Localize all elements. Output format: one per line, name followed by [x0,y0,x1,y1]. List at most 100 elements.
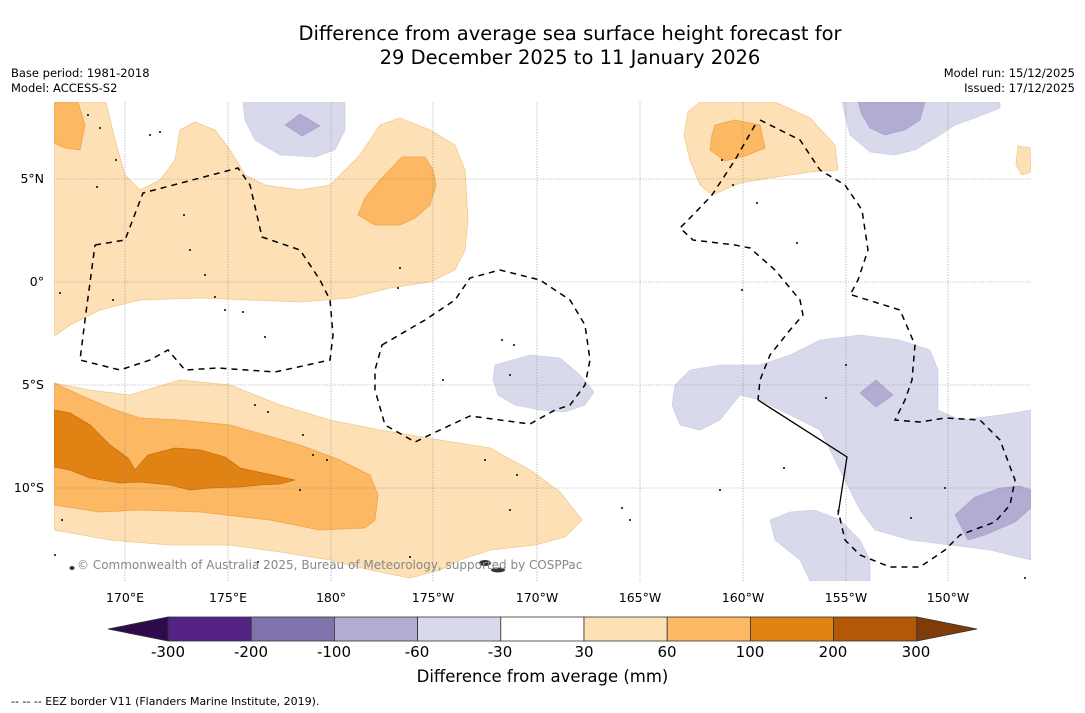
colorbar-extend-low [107,616,169,642]
contour-north-negative-100 [284,113,321,137]
colorbar-tick: 300 [901,643,931,661]
lon-label-170w: 170°W [515,590,559,605]
contour-central-south-negative [492,354,595,413]
colorbar-swatch-30_60 [583,616,668,642]
lon-label-155w: 155°W [824,590,868,605]
colorbar-swatch-60_100 [666,616,751,642]
colorbar-tick: -100 [316,643,352,661]
island [513,344,515,346]
island [944,487,946,489]
island-west [69,566,75,570]
island [509,374,511,376]
title-line-1: Difference from average sea surface heig… [298,22,842,45]
island [257,561,259,563]
contour-east-negative-100 [859,379,894,408]
island [1024,577,1026,579]
lon-label-175e: 175°E [208,590,247,605]
colorbar-tick: 100 [735,643,765,661]
island [59,292,61,294]
colorbar-swatch--100_-60 [333,616,418,642]
colorbar-extend-high [916,616,978,642]
island [87,114,89,116]
contour-nw-corner-60 [54,102,86,151]
island-savaii [479,560,491,566]
colorbar-swatch--60_-30 [417,616,502,642]
lat-label-5n: 5°N [20,171,44,186]
samoa-islands [69,560,505,573]
lon-label-180: 180° [315,590,347,605]
issued-date: Issued: 17/12/2025 [964,80,1075,95]
title-line-2: 29 December 2025 to 11 January 2026 [379,46,761,69]
model-info: Base period: 1981-2018 Model: ACCESS-S2 [11,66,150,95]
island [397,287,399,289]
colorbar-tick: 60 [657,643,677,661]
island [796,242,798,244]
island [721,159,723,161]
island [442,379,444,381]
map-title: Difference from average sea surface heig… [0,22,1085,70]
eez-central [374,269,591,443]
contour-se-negative [769,509,871,581]
colorbar-tick: -60 [404,643,430,661]
islands [54,114,1026,579]
contour-north-west-positive [54,102,469,336]
eez-north-east [759,119,869,296]
lon-label-160w: 160°W [721,590,765,605]
contour-central-north-60 [357,156,437,226]
island [61,519,63,521]
map-area [54,102,1031,581]
colorbar-swatch-100_200 [750,616,835,642]
island [783,467,785,469]
island [732,184,734,186]
island [501,339,503,341]
lat-label-5s: 5°S [21,377,44,392]
colorbar-swatch--30_30 [500,616,585,642]
lat-label-10s: 10°S [13,480,44,495]
colorbar-swatch-200_300 [833,616,918,642]
island [264,336,266,338]
island [509,509,511,511]
island [96,186,98,188]
island [312,454,314,456]
lon-label-150w: 150°W [926,590,970,605]
colorbar-swatch--300_-200 [167,616,252,642]
contour-far-east-positive [1015,145,1031,176]
colorbar-tick: 30 [574,643,594,661]
island [112,299,114,301]
colorbar-tick: -30 [487,643,513,661]
island [910,517,912,519]
island [621,507,623,509]
island [54,554,56,556]
run-info: Model run: 15/12/2025 Issued: 17/12/2025 [944,66,1075,95]
island [516,474,518,476]
island [302,434,304,436]
contour-east-negative-band [671,334,1031,561]
island [254,404,256,406]
model-run-date: Model run: 15/12/2025 [943,66,1075,80]
eez-line-ne-loop [678,124,804,401]
island [183,214,185,216]
island [719,489,721,491]
island [399,267,401,269]
island [115,159,117,161]
eez-solid-border [757,399,848,516]
island [825,397,827,399]
island [299,489,301,491]
lat-label-0: 0° [29,274,44,289]
lon-label-170e: 170°E [105,590,144,605]
colorbar-label: Difference from average (mm) [416,667,669,686]
anomaly-neg-30-60 [242,102,1031,581]
base-period: Base period: 1981-2018 [11,66,150,80]
colorbar-tick: -200 [233,643,269,661]
island [741,289,743,291]
contour-north-east-60 [709,119,766,162]
island [409,556,411,558]
island [149,134,151,136]
island-upolu [491,567,505,573]
island [214,296,216,298]
eez-borders [79,119,1016,568]
colorbar-swatch--200_-100 [250,616,335,642]
colorbar-tick: -300 [150,643,186,661]
model-name: Model: ACCESS-S2 [11,80,118,95]
